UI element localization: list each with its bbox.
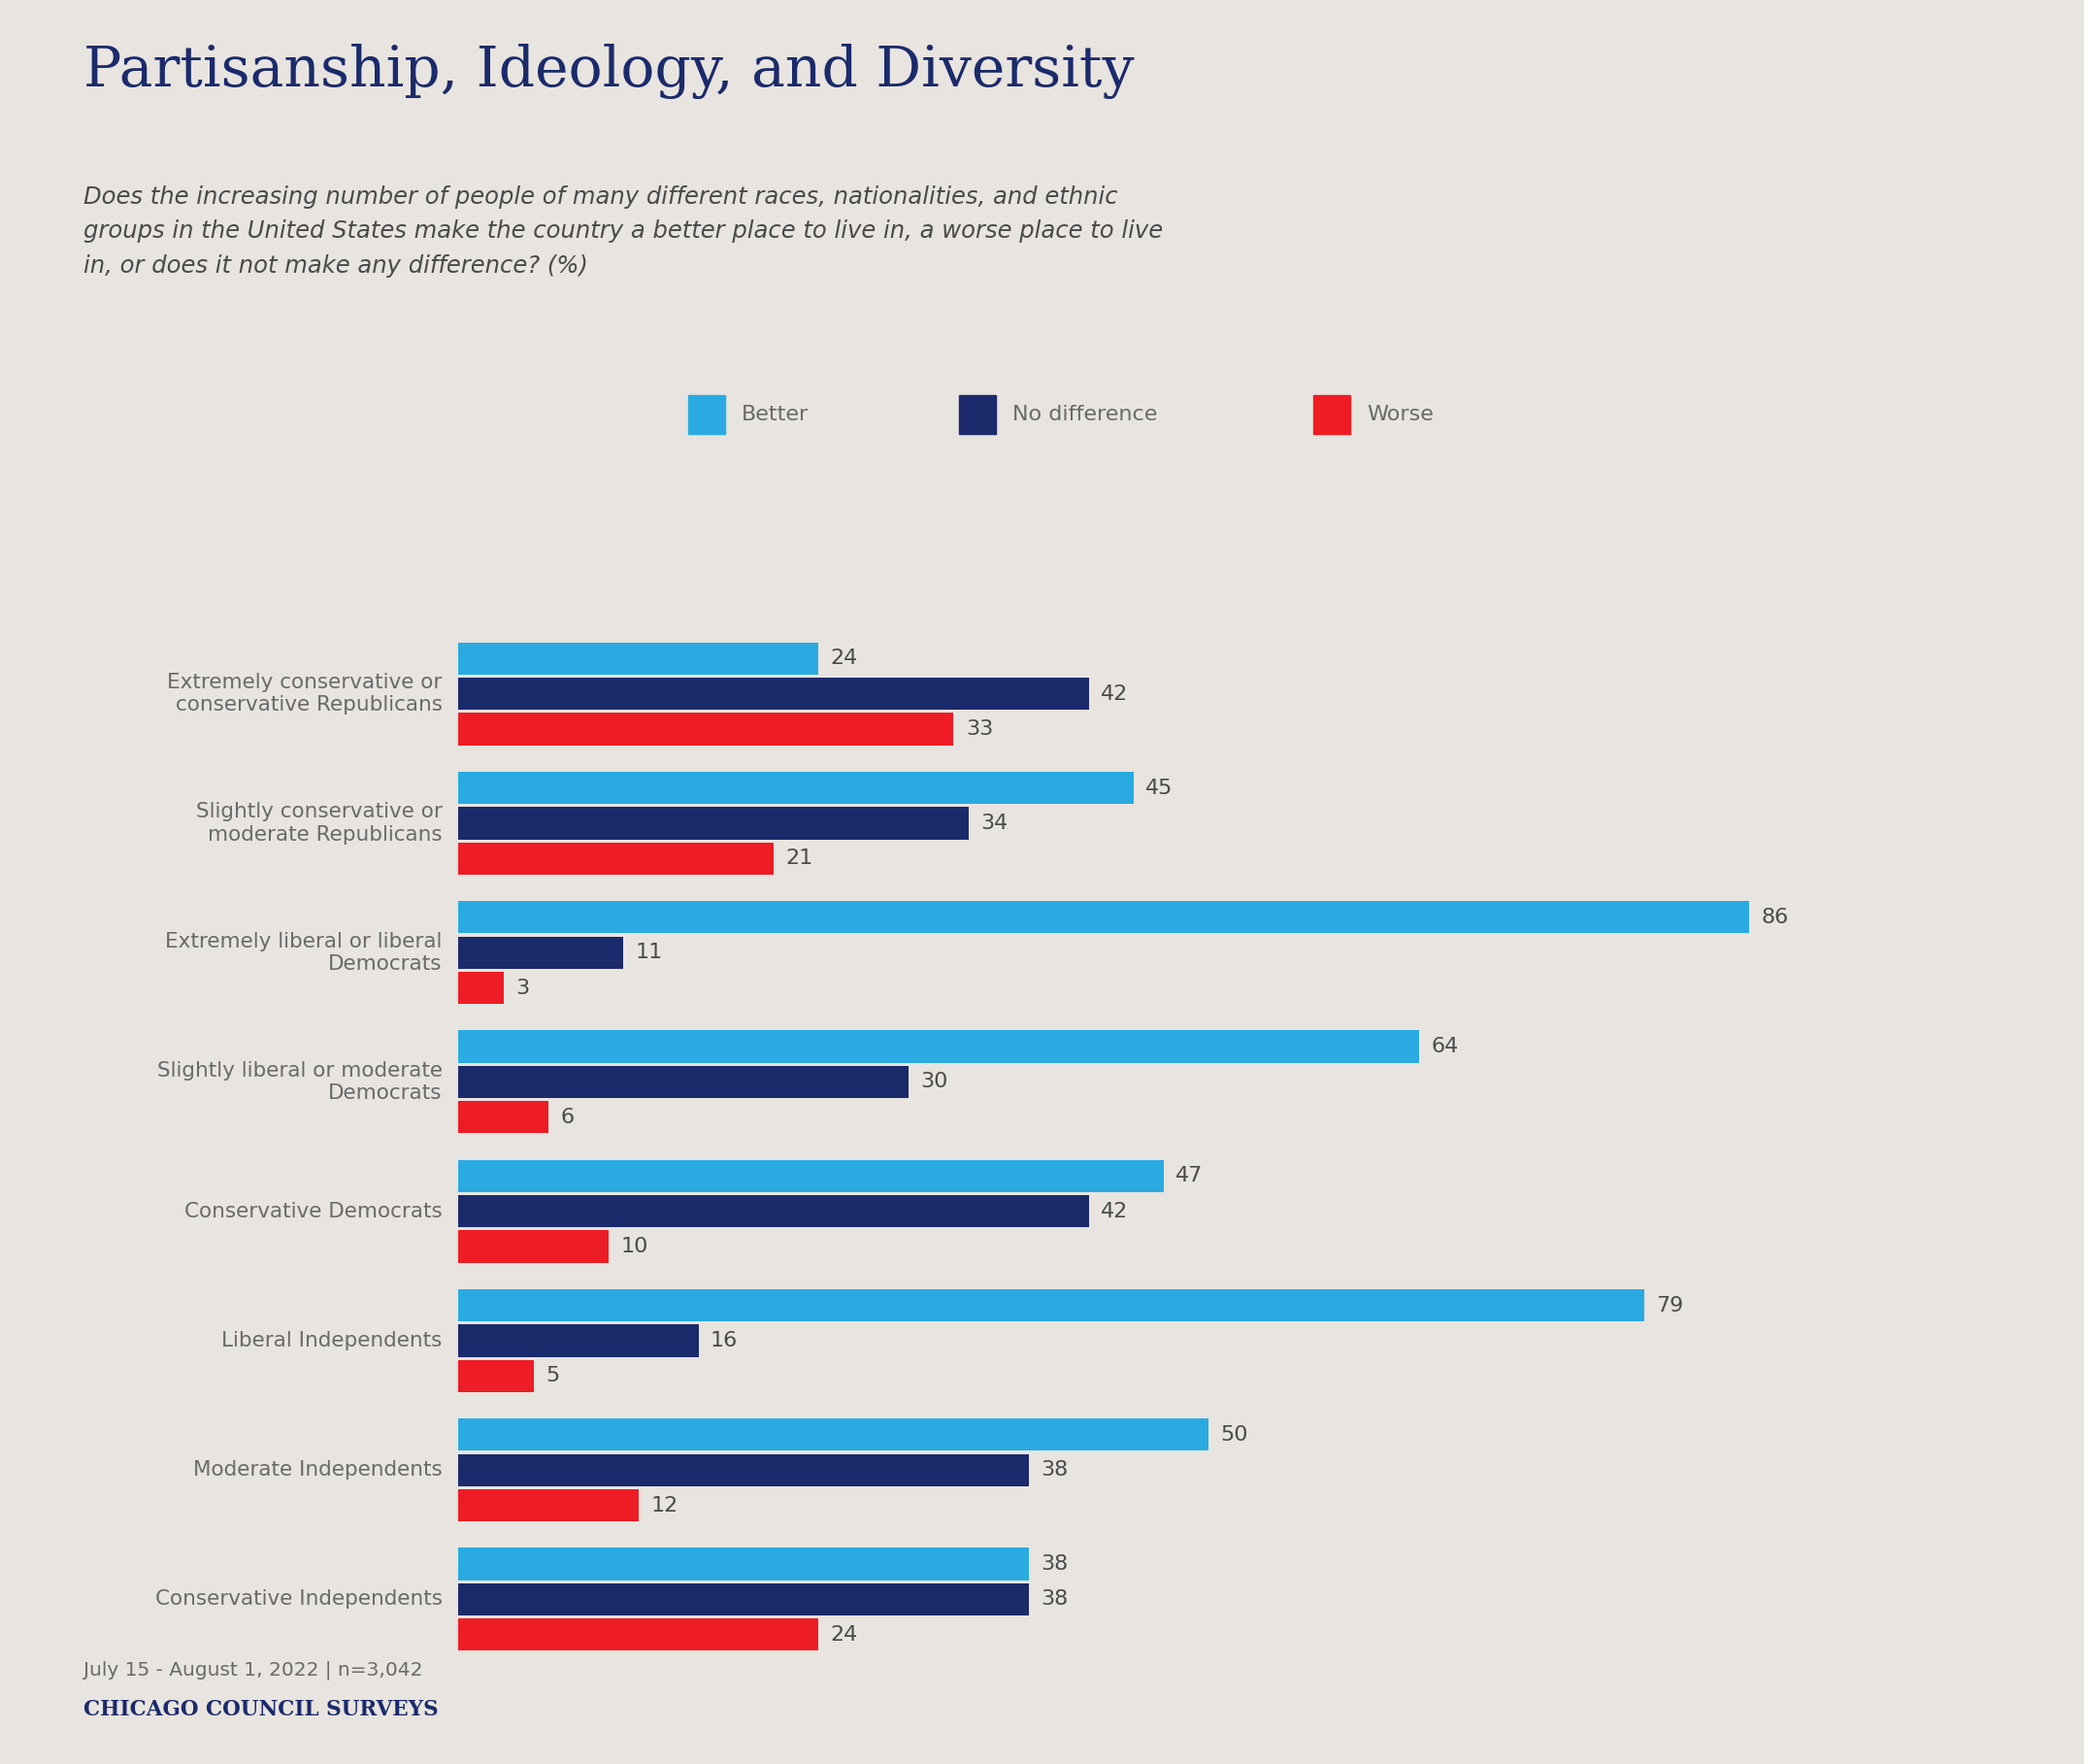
Bar xyxy=(458,972,504,1004)
Text: 24: 24 xyxy=(832,649,859,669)
Bar xyxy=(458,901,1748,933)
Text: Better: Better xyxy=(742,404,809,425)
Text: 34: 34 xyxy=(982,813,1009,833)
Text: 38: 38 xyxy=(1040,1554,1069,1573)
Text: 79: 79 xyxy=(1657,1295,1684,1316)
Text: 86: 86 xyxy=(1761,907,1788,928)
Text: 3: 3 xyxy=(515,977,529,998)
Text: 6: 6 xyxy=(561,1108,575,1127)
Text: 24: 24 xyxy=(832,1625,859,1644)
Bar xyxy=(458,1065,909,1097)
Text: July 15 - August 1, 2022 | n=3,042: July 15 - August 1, 2022 | n=3,042 xyxy=(83,1660,423,1679)
Text: 5: 5 xyxy=(546,1365,559,1387)
Text: 21: 21 xyxy=(786,848,813,868)
Text: Worse: Worse xyxy=(1367,404,1434,425)
Text: 50: 50 xyxy=(1221,1425,1248,1445)
Bar xyxy=(458,1619,819,1651)
Text: 47: 47 xyxy=(1175,1166,1202,1185)
Text: No difference: No difference xyxy=(1013,404,1159,425)
Bar xyxy=(458,1196,1088,1228)
Bar xyxy=(458,713,954,744)
Bar xyxy=(458,1289,1644,1321)
Bar xyxy=(458,1360,534,1392)
Text: 38: 38 xyxy=(1040,1589,1069,1609)
Text: 10: 10 xyxy=(621,1237,648,1256)
Bar xyxy=(458,1418,1209,1450)
Bar xyxy=(458,1325,698,1357)
Text: 45: 45 xyxy=(1146,778,1173,797)
Text: 42: 42 xyxy=(1100,684,1127,704)
Bar xyxy=(458,1489,638,1521)
Bar xyxy=(458,1231,609,1263)
Bar xyxy=(458,1161,1163,1192)
Bar xyxy=(458,677,1088,711)
Bar xyxy=(458,773,1134,804)
Bar xyxy=(458,843,773,875)
Bar xyxy=(458,642,819,676)
Text: 11: 11 xyxy=(636,942,663,963)
Bar xyxy=(458,1101,548,1134)
Text: Partisanship, Ideology, and Diversity: Partisanship, Ideology, and Diversity xyxy=(83,44,1134,99)
Text: Does the increasing number of people of many different races, nationalities, and: Does the increasing number of people of … xyxy=(83,185,1163,277)
Bar xyxy=(458,937,623,968)
Bar xyxy=(458,1584,1029,1616)
Text: 33: 33 xyxy=(965,720,994,739)
Text: 38: 38 xyxy=(1040,1461,1069,1480)
Bar xyxy=(458,1549,1029,1581)
Text: 16: 16 xyxy=(711,1330,738,1351)
Text: 64: 64 xyxy=(1432,1037,1459,1057)
Bar xyxy=(458,1030,1419,1062)
Bar xyxy=(458,1454,1029,1485)
Bar xyxy=(458,808,969,840)
Text: 12: 12 xyxy=(650,1496,677,1515)
Text: 42: 42 xyxy=(1100,1201,1127,1221)
Text: 30: 30 xyxy=(921,1073,948,1092)
Text: CHICAGO COUNCIL SURVEYS: CHICAGO COUNCIL SURVEYS xyxy=(83,1699,438,1720)
